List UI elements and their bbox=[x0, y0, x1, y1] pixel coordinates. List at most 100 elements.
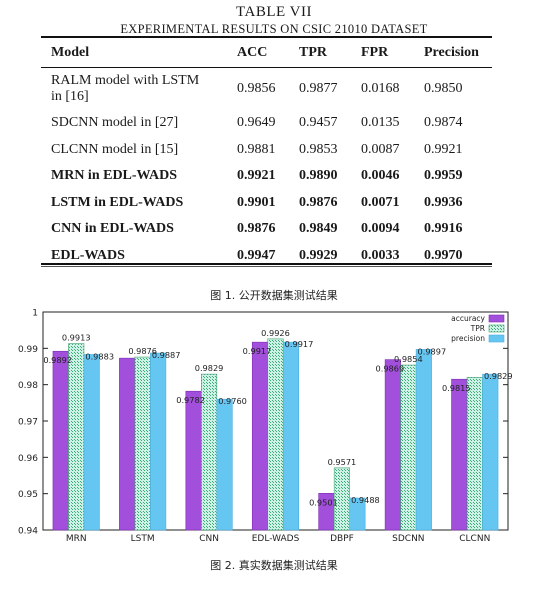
bar-TPR bbox=[400, 364, 417, 531]
bar-accuracy bbox=[185, 390, 202, 531]
cell-precision: 0.9874 bbox=[424, 115, 463, 131]
cell-fpr: 0.0087 bbox=[361, 141, 400, 157]
cell-precision: 0.9936 bbox=[424, 194, 463, 210]
cell-model: LSTM in EDL-WADS bbox=[51, 194, 184, 210]
bar-precision bbox=[349, 497, 366, 531]
bar-TPR bbox=[134, 356, 151, 531]
bar-precision bbox=[150, 352, 167, 531]
cell-acc: 0.9901 bbox=[237, 194, 276, 210]
header-tpr: TPR bbox=[299, 44, 327, 60]
data-label-TPR: 0.9571 bbox=[328, 457, 357, 467]
bar-TPR bbox=[267, 338, 284, 531]
bar-accuracy bbox=[251, 341, 269, 531]
cell-acc: 0.9881 bbox=[237, 141, 276, 157]
x-tick-label: CNN bbox=[199, 534, 219, 544]
legend-swatch-accuracy bbox=[488, 314, 505, 323]
data-label-accuracy: 0.9869 bbox=[376, 364, 405, 374]
header-precision: Precision bbox=[424, 44, 479, 60]
table-row: LSTM in EDL-WADS 0.9901 0.9876 0.0071 0.… bbox=[41, 190, 492, 217]
x-tick-label: LSTM bbox=[131, 534, 155, 544]
cell-model: MRN in EDL-WADS bbox=[51, 168, 178, 184]
table-header-rule bbox=[41, 67, 492, 68]
cell-fpr: 0.0168 bbox=[361, 81, 400, 96]
bar-TPR bbox=[466, 377, 483, 531]
cell-fpr: 0.0046 bbox=[361, 168, 400, 184]
x-tick-label: DBPF bbox=[330, 534, 354, 544]
data-label-TPR: 0.9913 bbox=[62, 333, 91, 343]
legend-swatch-precision bbox=[488, 334, 505, 343]
data-label-accuracy: 0.9917 bbox=[243, 346, 272, 356]
cell-precision: 0.9850 bbox=[424, 81, 463, 96]
data-label-precision: 0.9917 bbox=[285, 339, 314, 349]
data-label-precision: 0.9887 bbox=[152, 350, 181, 360]
x-tick-label: CLCNN bbox=[459, 534, 490, 544]
bar-accuracy bbox=[119, 357, 136, 531]
bar-TPR bbox=[68, 343, 85, 531]
header-fpr: FPR bbox=[361, 44, 389, 60]
cell-tpr: 0.9849 bbox=[299, 221, 338, 237]
y-tick-label: 0.94 bbox=[18, 527, 38, 537]
table-row: CLCNN model in [15] 0.9881 0.9853 0.0087… bbox=[41, 137, 492, 164]
bar-chart: 0.94 0.95 0.96 0.97 0.98 0.99 1 MRN LSTM CNN EDL-W… bbox=[18, 309, 513, 545]
cell-tpr: 0.9877 bbox=[299, 81, 338, 96]
cell-model-line1: RALM model with LSTM bbox=[51, 73, 200, 88]
bar-accuracy bbox=[52, 350, 69, 531]
y-tick-label: 0.99 bbox=[18, 345, 38, 355]
table-row: SDCNN model in [27] 0.9649 0.9457 0.0135… bbox=[41, 110, 492, 137]
cell-precision: 0.9921 bbox=[424, 141, 463, 157]
bar-precision bbox=[216, 398, 233, 531]
y-tick-label: 0.97 bbox=[18, 418, 38, 428]
legend-label-precision: precision bbox=[451, 334, 485, 343]
data-label-TPR: 0.9876 bbox=[128, 346, 157, 356]
data-label-precision: 0.9897 bbox=[418, 346, 447, 356]
cell-fpr: 0.0135 bbox=[361, 115, 400, 131]
cell-acc: 0.9649 bbox=[237, 115, 276, 131]
cell-tpr: 0.9876 bbox=[299, 194, 338, 210]
cell-fpr: 0.0033 bbox=[361, 247, 400, 263]
data-label-accuracy: 0.9501 bbox=[309, 497, 338, 507]
data-label-TPR: 0.9854 bbox=[394, 354, 423, 364]
figure-2-caption: 图 2. 真实数据集测试结果 bbox=[210, 559, 338, 572]
results-table: Model ACC TPR FPR Precision RALM model w… bbox=[41, 37, 492, 269]
cell-precision: 0.9916 bbox=[424, 221, 463, 237]
legend-label-TPR: TPR bbox=[470, 324, 485, 333]
cell-acc: 0.9947 bbox=[237, 247, 276, 263]
data-label-precision: 0.9829 bbox=[484, 371, 513, 381]
cell-tpr: 0.9890 bbox=[299, 168, 338, 184]
bar-precision bbox=[415, 349, 432, 531]
cell-precision: 0.9959 bbox=[424, 168, 463, 184]
legend-label-accuracy: accuracy bbox=[451, 314, 485, 323]
cell-fpr: 0.0071 bbox=[361, 194, 400, 210]
cell-model: CNN in EDL-WADS bbox=[51, 221, 174, 237]
data-label-accuracy: 0.9815 bbox=[442, 383, 471, 393]
bar-precision bbox=[482, 373, 499, 531]
cell-tpr: 0.9929 bbox=[299, 247, 338, 263]
figure-1-caption: 图 1. 公开数据集测试结果 bbox=[210, 289, 338, 302]
table-row: RALM model with LSTM in [16] 0.9856 0.98… bbox=[41, 68, 492, 110]
table-subtitle: EXPERIMENTAL RESULTS ON CSIC 21010 DATAS… bbox=[120, 22, 428, 36]
cell-model-line2: in [16] bbox=[51, 89, 89, 104]
data-label-TPR: 0.9926 bbox=[261, 328, 290, 338]
header-acc: ACC bbox=[237, 44, 268, 60]
y-tick-label: 0.95 bbox=[18, 490, 38, 500]
cell-precision: 0.9970 bbox=[424, 247, 463, 263]
bar-precision bbox=[282, 341, 300, 531]
data-label-TPR: 0.9829 bbox=[195, 363, 224, 373]
legend-swatch-TPR bbox=[488, 324, 505, 333]
cell-acc: 0.9856 bbox=[237, 81, 276, 96]
y-tick-label: 1 bbox=[32, 309, 38, 319]
cell-tpr: 0.9457 bbox=[299, 115, 338, 131]
table-bottom-rule-thin bbox=[41, 266, 492, 267]
data-label-accuracy: 0.9892 bbox=[43, 355, 72, 365]
data-label-precision: 0.9883 bbox=[85, 352, 114, 362]
bar-accuracy bbox=[451, 378, 468, 531]
bar-accuracy bbox=[384, 359, 401, 531]
cell-acc: 0.9921 bbox=[237, 168, 276, 184]
table-top-rule bbox=[41, 36, 492, 38]
x-tick-label: EDL-WADS bbox=[252, 534, 300, 544]
cell-fpr: 0.0094 bbox=[361, 221, 400, 237]
data-label-accuracy: 0.9782 bbox=[176, 395, 205, 405]
table-row: MRN in EDL-WADS 0.9921 0.9890 0.0046 0.9… bbox=[41, 163, 492, 190]
y-tick-label: 0.96 bbox=[18, 454, 38, 464]
bar-precision bbox=[83, 354, 100, 531]
